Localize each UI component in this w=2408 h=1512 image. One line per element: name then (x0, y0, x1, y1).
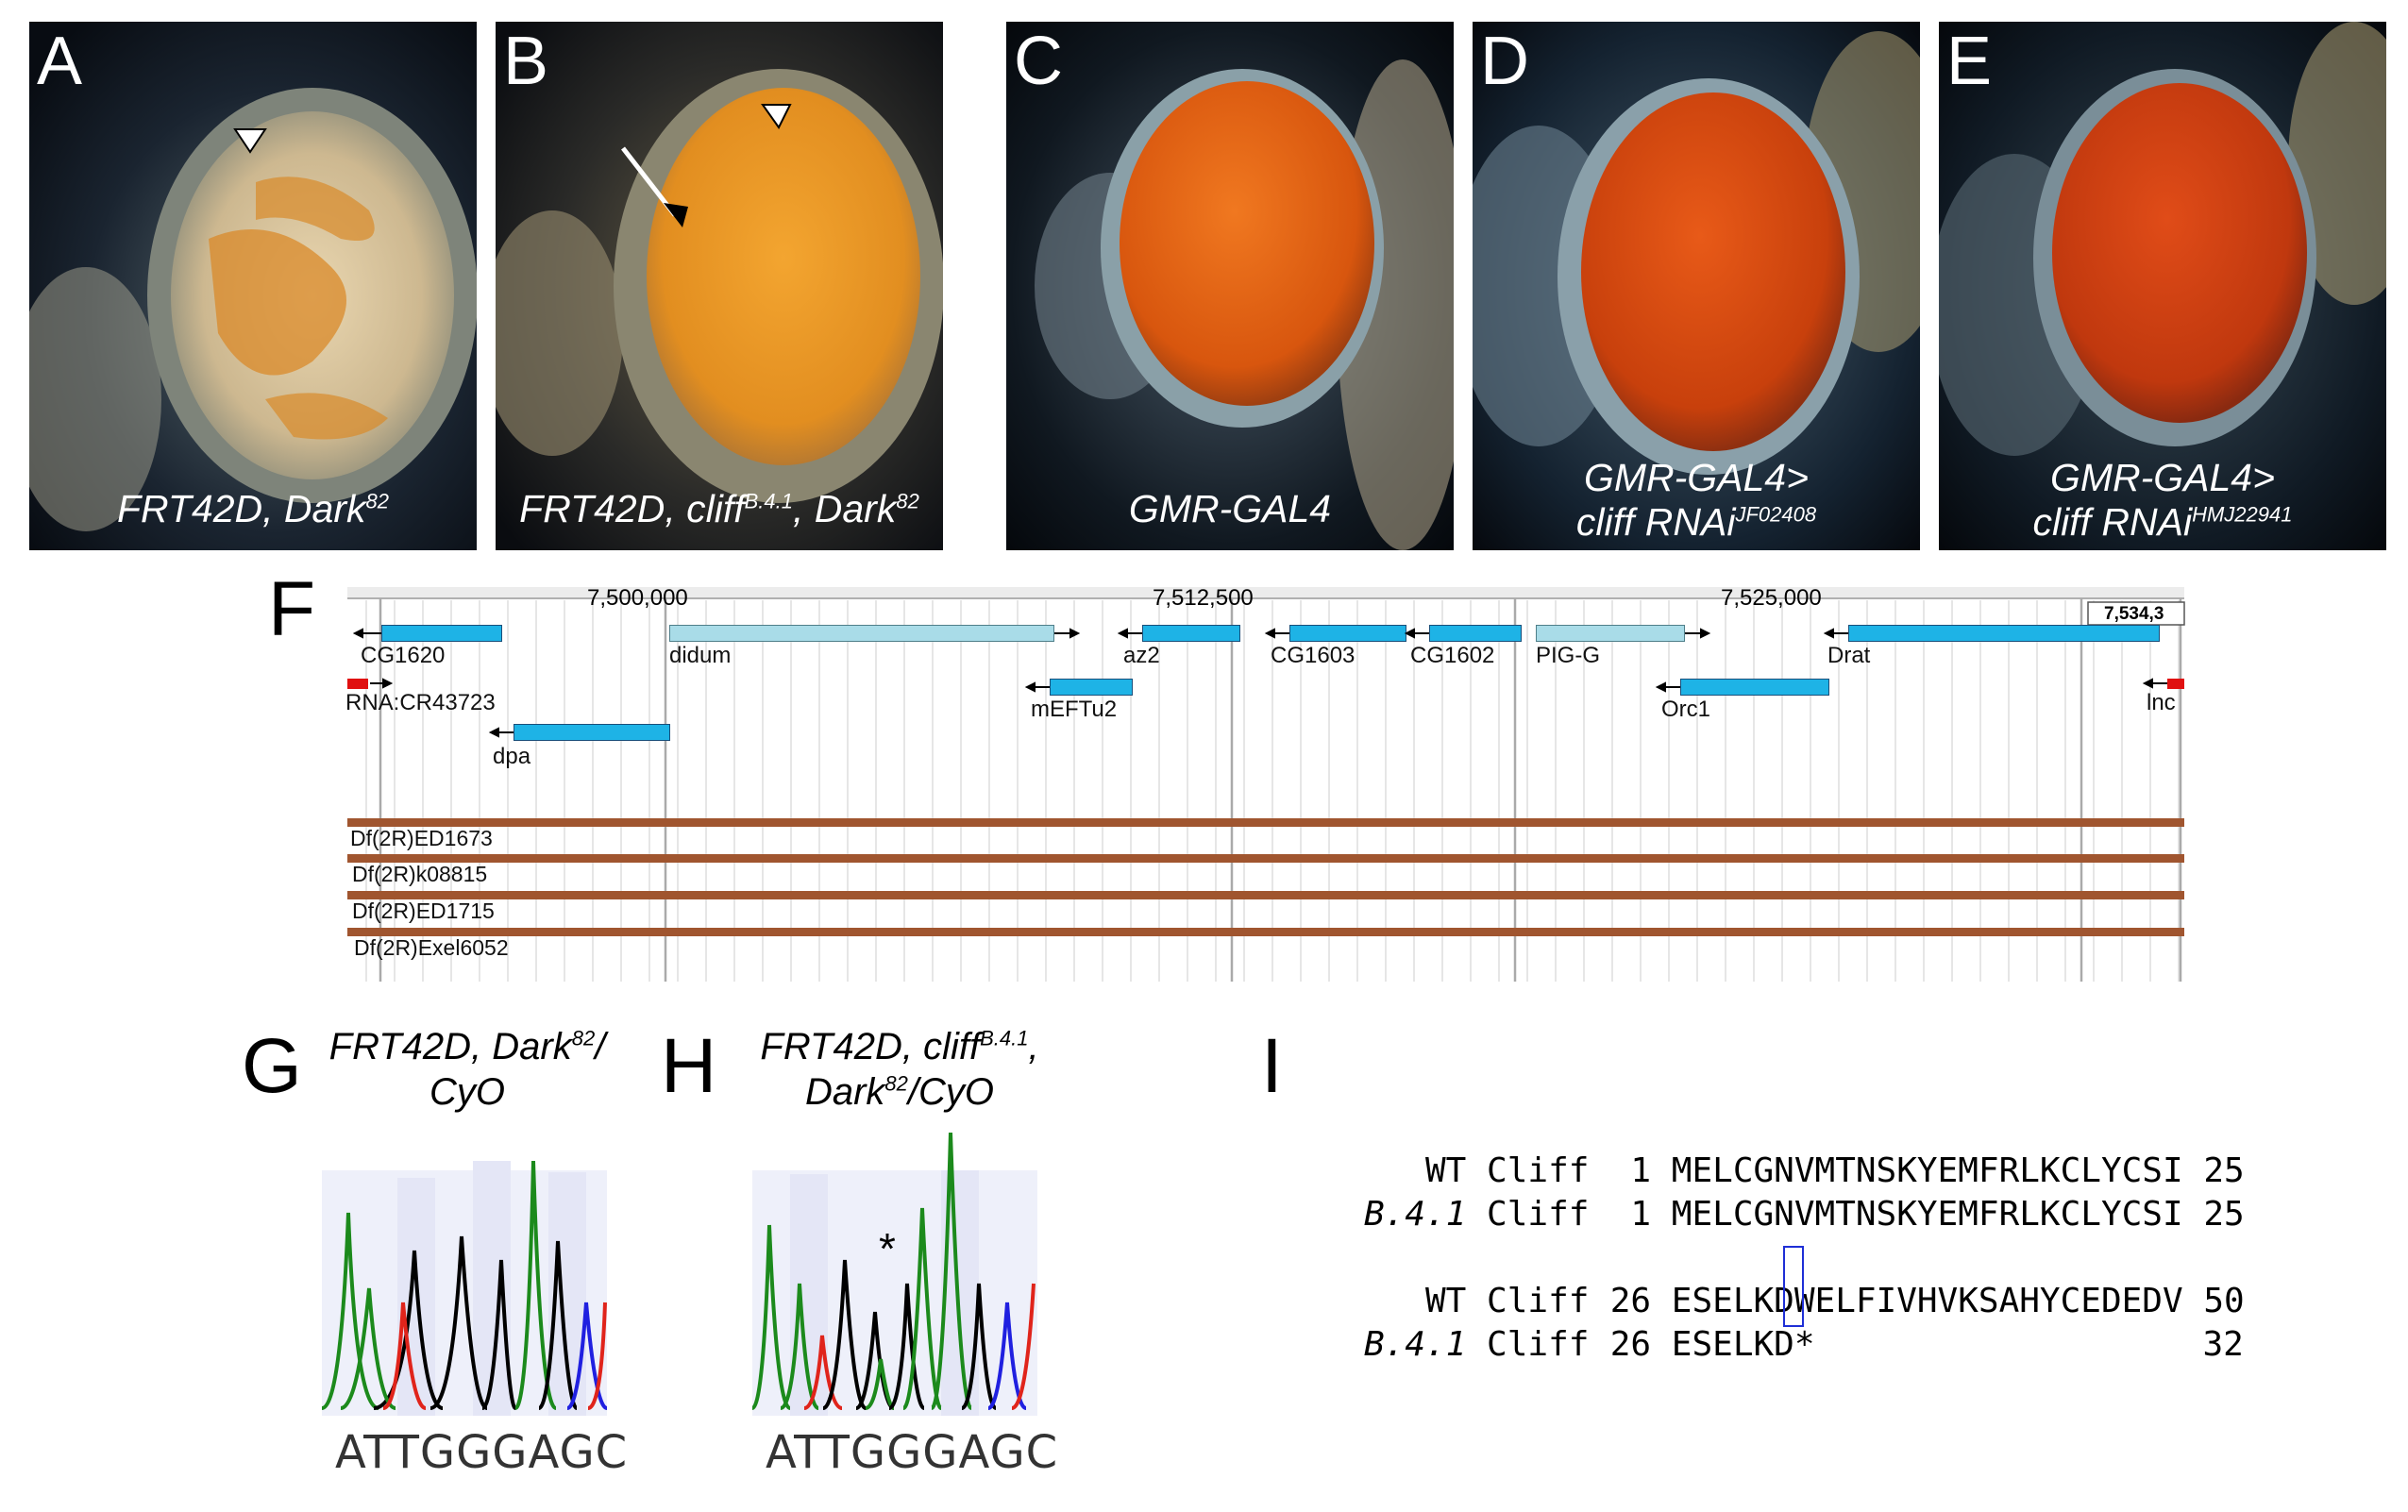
panel-label-h: H (661, 1023, 717, 1109)
panel-label-f: F (268, 566, 316, 652)
coord-label-1: 7,500,000 (587, 585, 688, 611)
panel-caption-d: GMR-GAL4> cliff RNAiJF02408 (1575, 455, 1817, 544)
gene-label-dpa: dpa (493, 744, 531, 769)
gene-label-lnc: lnc (2147, 690, 2176, 715)
gene-bar-pig-g (1536, 625, 1685, 642)
panel-c: C GMR-GAL4 (1006, 22, 1454, 550)
gene-bar-didum (669, 625, 1054, 642)
gene-bar-drat (1848, 625, 2160, 642)
panel-label-a: A (37, 24, 83, 99)
gene-label-meftu2: mEFTu2 (1031, 697, 1118, 722)
gene-bar-meftu2 (1050, 679, 1133, 696)
panel-title-g: FRT42D, Dark82/ CyO (328, 1026, 606, 1113)
gene-label-orc1: Orc1 (1661, 697, 1711, 722)
gene-label-drat: Drat (1827, 643, 1871, 668)
eye-photo-d (1473, 22, 1920, 550)
panel-label-d: D (1480, 24, 1529, 99)
panel-d: D GMR-GAL4> cliff RNAiJF02408 (1473, 22, 1920, 550)
panel-label-g: G (242, 1023, 302, 1109)
gene-label-cg1603: CG1603 (1271, 643, 1356, 668)
alignment-row-3: WT Cliff 26 ESELKDWELFIVHVKSAHYCEDEDV 50 (1425, 1282, 2245, 1320)
gene-label-pig-g: PIG-G (1536, 643, 1601, 668)
gene-bar-cg1603 (1289, 625, 1406, 642)
deficiency-bar-3 (347, 891, 2184, 899)
deficiency-bar-1 (347, 818, 2184, 827)
eye-photo-e (1939, 22, 2386, 550)
panel-e: E GMR-GAL4> cliff RNAiHMJ22941 (1939, 22, 2386, 550)
panel-caption-c: GMR-GAL4 (1128, 486, 1332, 530)
gene-label-didum: didum (669, 643, 732, 668)
coord-label-2: 7,512,500 (1153, 585, 1254, 611)
gene-bar-az2 (1142, 625, 1240, 642)
panel-label-i: I (1261, 1023, 1283, 1109)
alignment-row-2: B.4.1 Cliff 1 MELCGNVMTNSKYEMFRLKCLYCSI … (1363, 1195, 2245, 1234)
gene-bar-orc1 (1680, 679, 1829, 696)
panel-label-b: B (503, 24, 549, 99)
base-calls-g: ATTGGGAGC (335, 1426, 629, 1479)
deficiency-label-2: Df(2R)k08815 (352, 862, 488, 886)
gene-bar-cg1602 (1429, 625, 1522, 642)
gene-label-cg1620: CG1620 (361, 643, 446, 668)
deficiency-label-4: Df(2R)Exel6052 (354, 935, 509, 960)
panel-caption-a: FRT42D, Dark82 (116, 486, 389, 530)
panel-caption-b: FRT42D, cliffB.4.1, Dark82 (519, 486, 919, 530)
eye-photo-c (1006, 22, 1454, 550)
mutation-highlight-box (1783, 1246, 1804, 1327)
chromatogram-g (322, 1161, 607, 1416)
deficiency-label-3: Df(2R)ED1715 (352, 899, 495, 923)
deficiency-bar-4 (347, 928, 2184, 936)
panel-b: B FRT42D, cliffB.4.1, Dark82 (496, 22, 943, 550)
panel-label-e: E (1946, 24, 1993, 99)
chromatogram-h (752, 1133, 1037, 1416)
gene-label-cg1602: CG1602 (1410, 643, 1495, 668)
gene-label-az2: az2 (1123, 643, 1160, 668)
gene-bar-cg1620 (381, 625, 502, 642)
panel-label-c: C (1014, 24, 1063, 99)
panel-caption-e: GMR-GAL4> cliff RNAiHMJ22941 (2032, 455, 2293, 544)
alignment-row-1: WT Cliff 1 MELCGNVMTNSKYEMFRLKCLYCSI 25 (1425, 1151, 2245, 1190)
eye-photo-b (496, 22, 943, 550)
alignment-row-4: B.4.1 Cliff 26 ESELKD* 32 (1363, 1325, 2244, 1364)
mutation-asterisk: * (879, 1224, 896, 1273)
coord-label-4: 7,534,3 (2104, 604, 2164, 624)
panel-title-h: FRT42D, cliffB.4.1, Dark82/CyO (760, 1026, 1039, 1113)
gene-label-rna-cr43723: RNA:CR43723 (345, 690, 496, 715)
base-calls-h: ATTGGGAGC (766, 1426, 1059, 1479)
gene-bar-dpa (514, 724, 670, 741)
coord-label-3: 7,525,000 (1721, 585, 1822, 611)
deficiency-label-1: Df(2R)ED1673 (350, 826, 493, 850)
deficiency-bar-2 (347, 854, 2184, 863)
panel-a: A FRT42D, Dark82 (29, 22, 477, 550)
eye-photo-a (29, 22, 477, 550)
